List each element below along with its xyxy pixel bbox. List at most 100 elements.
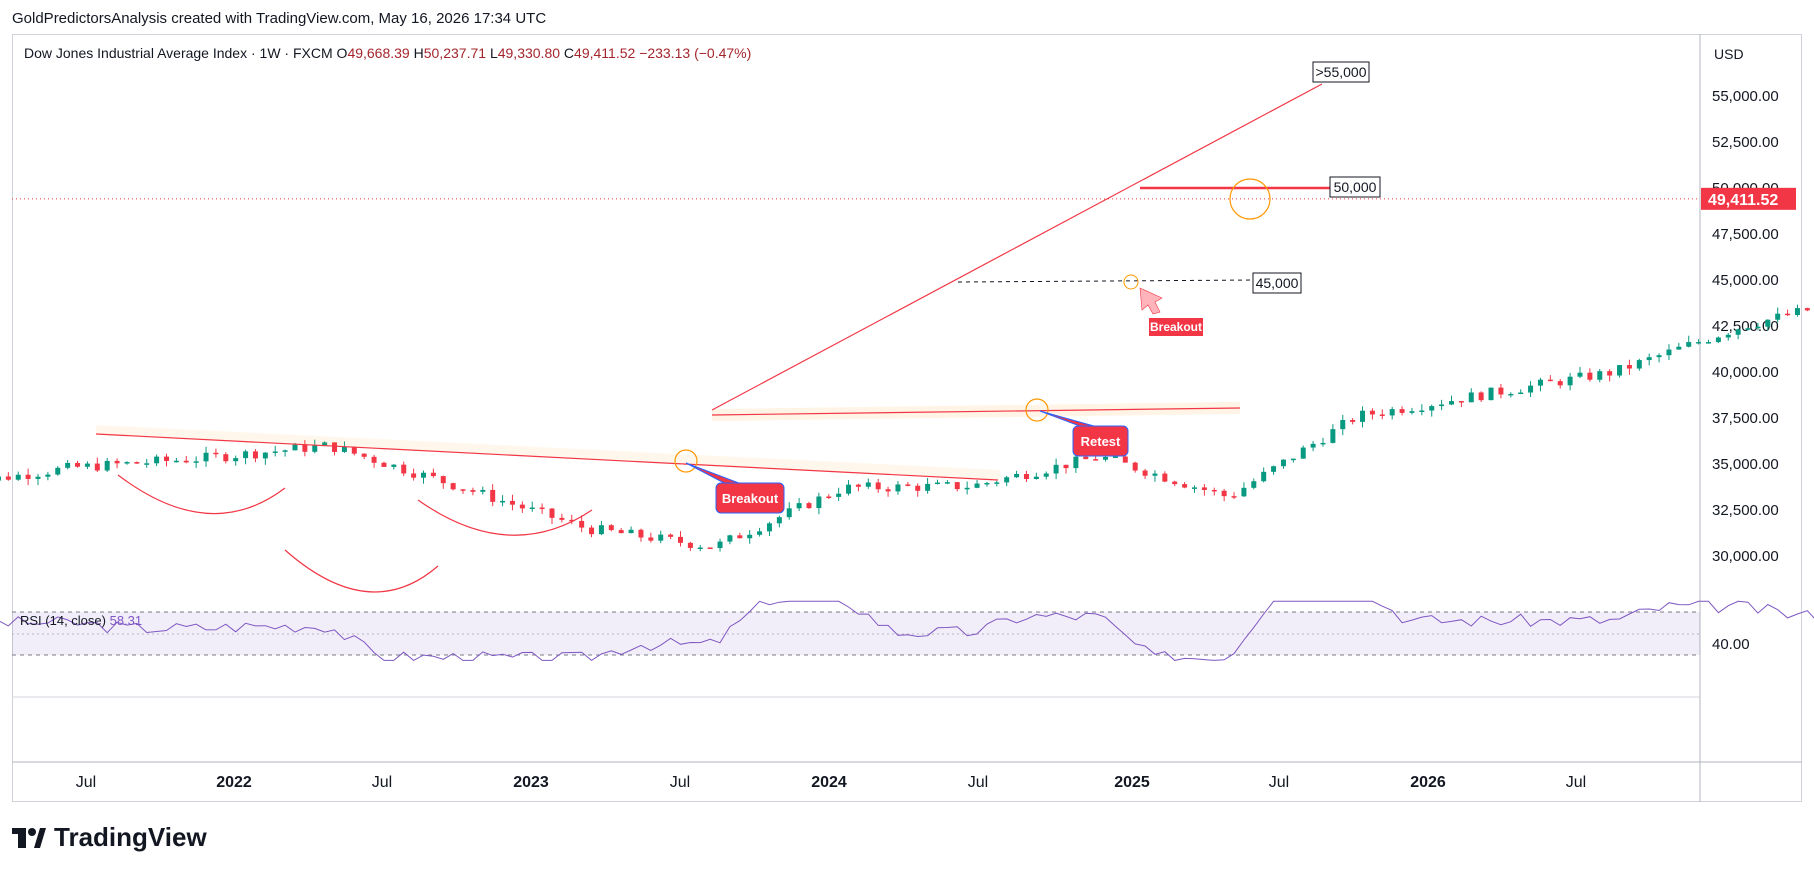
candle-body: [994, 482, 1000, 484]
open-label: O: [336, 45, 348, 61]
top-circle: [1229, 178, 1271, 220]
candle-body: [371, 456, 377, 463]
rsi-tick-label: 40.00: [1712, 636, 1750, 653]
brand-name: TradingView: [54, 822, 207, 852]
candle-body: [1696, 342, 1702, 344]
candle-body: [1103, 456, 1109, 460]
candle-body: [243, 451, 249, 459]
candle-body: [480, 489, 486, 492]
candle-body: [1182, 484, 1188, 488]
rising-trendline: [711, 83, 1323, 411]
candle-body: [974, 483, 980, 488]
long-term-resistance-line: [95, 433, 999, 481]
last-price-label: 49,411.52: [1708, 192, 1778, 209]
rsi-band: [12, 612, 1700, 655]
candle-body: [934, 482, 940, 485]
candle-body: [509, 500, 515, 505]
candle-body: [94, 463, 100, 471]
candle-body: [1261, 471, 1267, 482]
candle-body: [1785, 313, 1791, 316]
breakout-2-circle: [1123, 274, 1139, 290]
candle-body: [440, 476, 446, 484]
candle-body: [1567, 376, 1573, 386]
x-tick-label: Jul: [1269, 774, 1289, 791]
candle-body: [1162, 473, 1168, 482]
currency-selector[interactable]: USD: [1714, 46, 1744, 62]
x-tick-label: 2023: [513, 774, 549, 791]
candle-body: [1626, 365, 1632, 369]
candle-body: [1577, 372, 1583, 377]
candle-body: [114, 460, 120, 464]
candle-body: [885, 489, 891, 492]
candle-body: [401, 464, 407, 474]
chart-frame: [12, 34, 1802, 802]
candle-body: [1419, 410, 1425, 412]
candle-body: [1369, 410, 1375, 415]
candle-body: [1656, 355, 1662, 358]
candle-body: [1211, 489, 1217, 492]
candle-body: [1488, 387, 1494, 401]
candle-body: [1300, 447, 1306, 459]
candle-body: [786, 508, 792, 518]
candle-body: [1399, 409, 1405, 413]
candle-body: [747, 534, 753, 539]
rsi-line: [0, 600, 1814, 662]
candle-body: [944, 482, 950, 484]
candle-body: [737, 535, 743, 539]
candle-body: [163, 456, 169, 461]
candle-body: [0, 476, 1, 481]
x-tick-label: 2026: [1410, 774, 1446, 791]
candle-body: [272, 451, 278, 453]
candle-body: [1191, 487, 1197, 489]
candle-body: [1458, 401, 1464, 403]
candle-body: [351, 446, 357, 454]
candle-body: [1122, 456, 1128, 463]
candle-body: [322, 442, 328, 446]
candle-body: [1330, 429, 1336, 443]
candle-body: [302, 444, 308, 452]
retest-circle: [1025, 398, 1049, 422]
candle-body: [134, 462, 140, 464]
candle-body: [55, 467, 61, 475]
candle-body: [658, 534, 664, 541]
candle-body: [618, 530, 624, 534]
y-tick-label: 45,000.00: [1712, 272, 1779, 289]
level-50000-label-box: [1329, 176, 1381, 198]
high-value: 50,237.71: [423, 45, 487, 61]
candle-body: [460, 489, 466, 491]
candle-body: [1251, 481, 1257, 488]
candle-body: [1112, 456, 1118, 459]
candle-body: [420, 472, 426, 478]
y-tick-label: 42,500.00: [1712, 318, 1779, 335]
candle-body: [836, 493, 842, 497]
candle-body: [1646, 357, 1652, 361]
candle-body: [1083, 456, 1089, 460]
candle-body: [213, 452, 219, 455]
candle-body: [84, 463, 90, 467]
retest-callout: Retest: [1081, 434, 1121, 449]
y-tick-label: 52,500.00: [1712, 134, 1779, 151]
candle-body: [954, 482, 960, 490]
candle-body: [549, 508, 555, 518]
x-tick-label: Jul: [670, 774, 690, 791]
brand: TradingView: [12, 822, 207, 853]
candle-body: [1429, 406, 1435, 411]
candle-body: [1537, 379, 1543, 386]
y-tick-label: 47,500.00: [1712, 226, 1779, 243]
candle-body: [796, 503, 802, 509]
breakout-tag-box: [1149, 318, 1203, 336]
candle-body: [312, 445, 318, 452]
candle-body: [1498, 387, 1504, 395]
candle-body: [1073, 456, 1079, 469]
support-45000-line: [957, 279, 1259, 283]
candle-body: [628, 529, 634, 534]
candle-body: [15, 474, 21, 480]
candle-body: [598, 525, 604, 535]
candle-body: [1004, 477, 1010, 483]
candle-body: [35, 476, 41, 479]
breakout-callout-box: [715, 482, 785, 514]
candle-body: [1597, 371, 1603, 380]
breakout-arrow-icon: [1139, 287, 1163, 315]
candle-body: [717, 541, 723, 549]
